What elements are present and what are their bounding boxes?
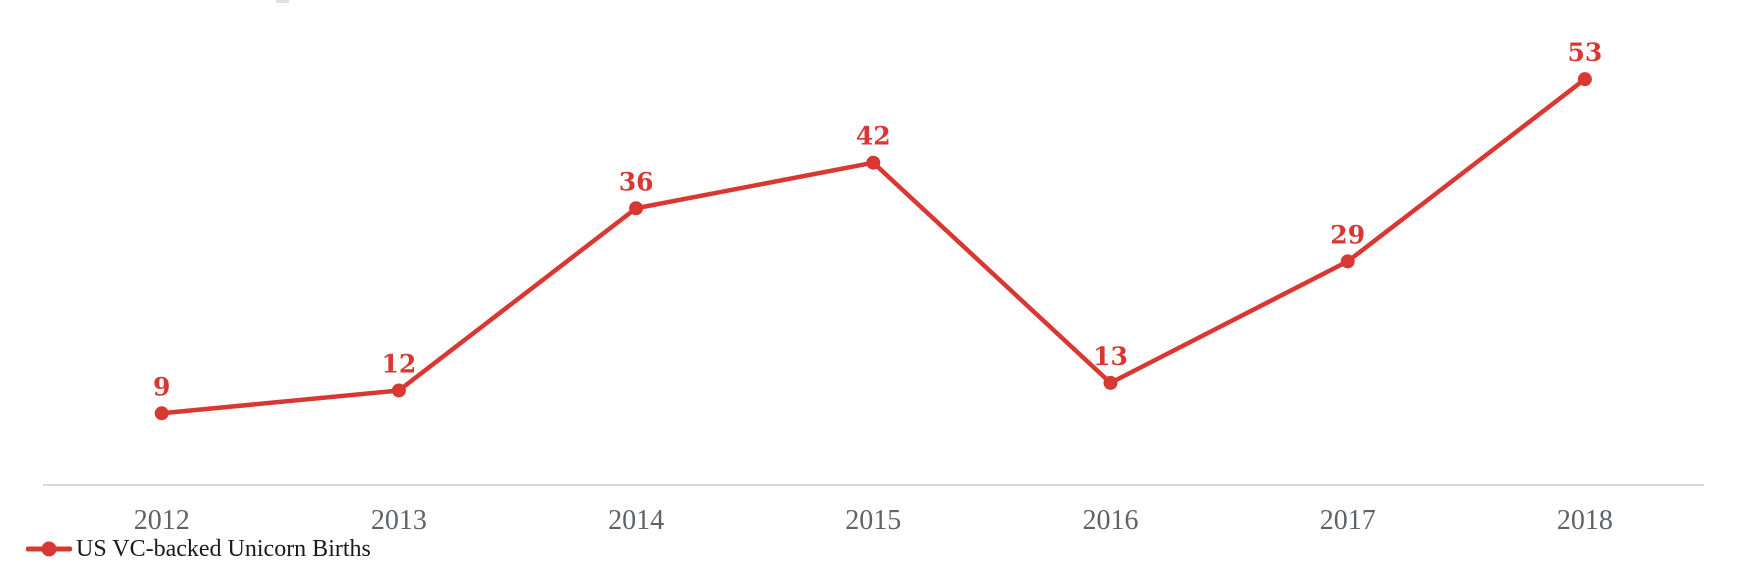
cropped-edge-artifact	[276, 0, 289, 3]
data-label-2016: 13	[1093, 342, 1128, 371]
x-axis-label-2014: 2014	[608, 505, 664, 536]
legend-series-marker-icon	[26, 541, 72, 557]
x-axis-label-2016: 2016	[1083, 505, 1139, 536]
data-label-2013: 12	[382, 349, 417, 378]
data-point-2012[interactable]	[154, 406, 169, 421]
legend-label: US VC-backed Unicorn Births	[76, 535, 371, 562]
x-axis-label-2017: 2017	[1320, 505, 1376, 536]
data-label-2012: 9	[153, 372, 170, 401]
data-point-2017[interactable]	[1340, 254, 1355, 269]
legend-item[interactable]: US VC-backed Unicorn Births	[26, 536, 371, 562]
data-label-2017: 29	[1330, 220, 1365, 249]
data-label-2015: 42	[856, 122, 891, 151]
x-axis-label-2013: 2013	[371, 505, 427, 536]
x-axis-label-2015: 2015	[845, 505, 901, 536]
data-point-2016[interactable]	[1103, 375, 1118, 390]
data-point-2018[interactable]	[1577, 72, 1592, 87]
data-label-2014: 36	[619, 167, 654, 196]
data-point-2015[interactable]	[866, 155, 881, 170]
legend-dot-icon	[41, 541, 57, 557]
data-point-2013[interactable]	[391, 383, 406, 398]
data-point-2014[interactable]	[629, 201, 644, 216]
data-label-2018: 53	[1568, 38, 1603, 67]
x-axis-label-2012: 2012	[134, 505, 190, 536]
x-axis-label-2018: 2018	[1557, 505, 1613, 536]
